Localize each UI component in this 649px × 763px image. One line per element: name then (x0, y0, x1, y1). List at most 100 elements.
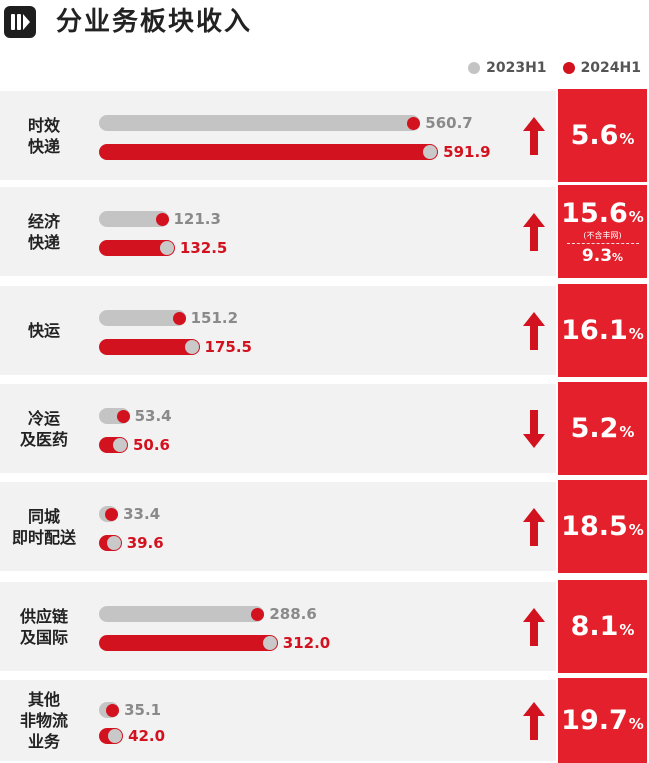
bar-2024h1 (99, 635, 278, 651)
bar-end-dot-2023h1 (251, 607, 265, 621)
percent-sign: % (628, 715, 644, 733)
category-label-line: 同城 (27, 506, 60, 526)
growth-value: 18.5 (561, 511, 628, 542)
legend-dot-2023h1 (468, 62, 481, 74)
chart-row: 同城 即时配送 33.4 39.6 (0, 482, 556, 571)
bar-group: 33.4 39.6 (0, 482, 556, 571)
data-label-2024h1: 312.0 (282, 634, 331, 652)
page-title: 分业务板块收入 (56, 7, 253, 37)
category-label-line: 快运 (27, 321, 60, 340)
bar-2024h1 (99, 240, 175, 256)
bar-end-dot-2023h1 (116, 409, 130, 423)
data-label-2023h1: 33.4 (123, 505, 161, 523)
growth-line: 18.5% (561, 511, 644, 542)
category-label-line: 即时配送 (11, 527, 76, 547)
growth-line: 19.7% (561, 705, 644, 736)
category-label-line: 经济 (27, 211, 60, 231)
legend-label: 2024H1 (580, 60, 641, 76)
bar-group: 35.1 42.0 (0, 680, 556, 761)
bar-2023h1 (99, 211, 169, 227)
legend-dot-2024h1 (562, 62, 575, 74)
category-label-line: 及国际 (19, 627, 68, 647)
growth-badge: 19.7% (558, 678, 647, 763)
growth-value: 8.1 (570, 611, 619, 642)
bar-2023h1 (99, 606, 265, 622)
chart-row: 经济 快递 121.3 132.5 (0, 187, 556, 276)
bar-2024h1 (99, 144, 439, 160)
chart-row: 时效 快递 560.7 591.9 (0, 91, 556, 180)
arrow-up-icon (523, 213, 545, 251)
category-label: 经济 快递 (0, 187, 88, 276)
percent-sign: % (628, 521, 644, 539)
percent-sign: % (612, 250, 624, 264)
data-label-2024h1: 39.6 (126, 534, 164, 552)
bar-end-dot-2024h1 (262, 636, 277, 650)
bar-group: 288.6 312.0 (0, 582, 556, 671)
category-label-line: 快递 (27, 232, 60, 252)
data-label-2023h1: 35.1 (124, 701, 162, 719)
growth-line: 15.6% (561, 198, 644, 229)
bar-end-dot-2023h1 (155, 212, 169, 226)
sub-growth-line: 9.3% (582, 246, 623, 266)
growth-badge: 16.1% (558, 284, 647, 377)
growth-line: 5.6% (571, 120, 635, 151)
growth-value: 16.1 (561, 315, 628, 346)
growth-value: 19.7 (561, 705, 628, 736)
bar-group: 151.2 175.5 (0, 286, 556, 375)
bar-end-dot-2024h1 (159, 241, 174, 255)
bar-end-dot-2024h1 (108, 729, 123, 743)
category-label-line: 及医药 (19, 429, 68, 449)
growth-line: 5.2% (571, 413, 635, 444)
category-label-line: 其他 (27, 690, 60, 709)
bar-group: 53.4 50.6 (0, 384, 556, 473)
legend-item-2023h1: 2023H1 (468, 60, 547, 76)
percent-sign: % (619, 130, 635, 148)
growth-badge: 5.2% (558, 382, 647, 475)
data-label-2023h1: 288.6 (269, 605, 317, 623)
bar-end-dot-2024h1 (423, 145, 438, 159)
chart-row: 其他 非物流 业务 35.1 42.0 (0, 680, 556, 761)
category-label: 冷运 及医药 (0, 384, 88, 473)
percent-sign: % (619, 423, 635, 441)
growth-line: 8.1% (571, 611, 635, 642)
bar-end-dot-2023h1 (172, 311, 186, 325)
growth-badge: 18.5% (558, 480, 647, 573)
category-label: 时效 快递 (0, 91, 88, 180)
bar-end-dot-2024h1 (112, 438, 127, 452)
growth-badge: 15.6% (不含丰网) 9.3% (558, 185, 647, 278)
category-label: 其他 非物流 业务 (0, 680, 88, 761)
data-label-2023h1: 121.3 (173, 210, 221, 228)
data-label-2024h1: 591.9 (443, 143, 491, 161)
arrow-up-icon (523, 508, 545, 546)
category-label-line: 快递 (27, 136, 60, 156)
data-label-2024h1: 132.5 (179, 239, 228, 257)
growth-value: 5.2 (570, 413, 619, 444)
chart-row: 快运 151.2 175.5 (0, 286, 556, 375)
bar-end-dot-2024h1 (106, 536, 121, 550)
data-label-2024h1: 42.0 (128, 727, 166, 745)
arrow-up-icon (523, 702, 545, 740)
category-label-line: 业务 (27, 732, 60, 751)
category-label: 快运 (0, 286, 88, 375)
growth-line: 16.1% (561, 315, 644, 346)
bar-2023h1 (99, 310, 186, 326)
bar-2024h1 (99, 339, 200, 355)
legend-item-2024h1: 2024H1 (562, 60, 641, 76)
growth-badge: 5.6% (558, 89, 647, 182)
percent-sign: % (628, 325, 644, 343)
bar-end-dot-2023h1 (106, 703, 120, 717)
arrow-down-icon (523, 410, 545, 448)
growth-value: 15.6 (561, 197, 628, 229)
bar-end-dot-2023h1 (105, 507, 119, 521)
sub-growth-value: 9.3 (581, 245, 613, 266)
chart-row: 供应链 及国际 288.6 312.0 (0, 582, 556, 671)
data-label-2024h1: 50.6 (132, 436, 170, 454)
legend-label: 2023H1 (486, 60, 547, 76)
growth-divider (566, 242, 639, 244)
data-label-2023h1: 560.7 (425, 114, 473, 132)
growth-badge: 8.1% (558, 580, 647, 673)
growth-stack: 15.6% (不含丰网) 9.3% (558, 198, 647, 266)
growth-note: (不含丰网) (583, 230, 622, 240)
category-label-line: 时效 (27, 115, 60, 135)
bar-end-dot-2023h1 (407, 116, 421, 130)
